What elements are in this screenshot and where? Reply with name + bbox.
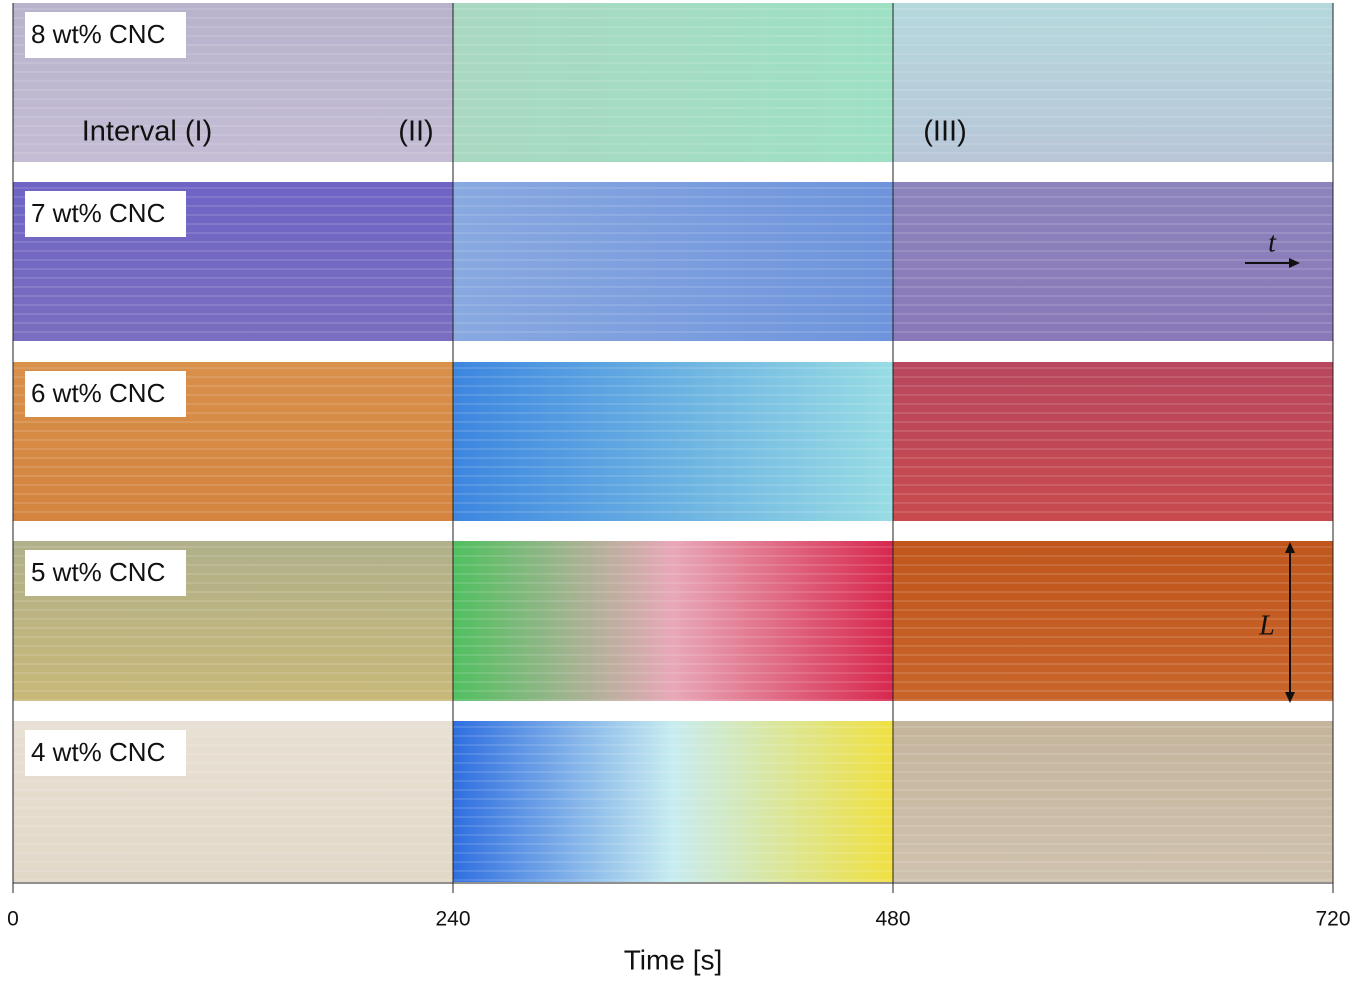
x-tick-label: 240 [435, 908, 470, 931]
panel-segment [893, 3, 1333, 162]
panel-label-box [25, 730, 186, 776]
annotation-t: t [1268, 227, 1277, 258]
panel-segment [453, 3, 893, 162]
panel-label-box [25, 191, 186, 237]
panel-label: 8 wt% CNC [31, 19, 165, 49]
interval-label: (III) [923, 116, 967, 148]
panel-label-box [25, 550, 186, 596]
interval-label: Interval (I) [82, 116, 213, 148]
x-tick-label: 480 [875, 908, 910, 931]
panel-label: 6 wt% CNC [31, 378, 165, 408]
panel-segment [893, 362, 1333, 521]
interval-label: (II) [398, 116, 433, 148]
panel-label: 7 wt% CNC [31, 198, 165, 228]
x-axis-title: Time [s] [624, 944, 723, 975]
panel-label: 5 wt% CNC [31, 557, 165, 587]
panel-segment [893, 721, 1333, 882]
panel-segment [453, 182, 893, 341]
x-tick-label: 720 [1315, 908, 1350, 931]
annotation-l: L [1258, 610, 1275, 641]
panel-label-box [25, 371, 186, 417]
panel-label: 4 wt% CNC [31, 737, 165, 767]
panel-segment [453, 541, 893, 701]
panel-segment [453, 721, 893, 882]
panel-segment [893, 182, 1333, 341]
panel-segment [893, 541, 1333, 701]
x-tick-label: 0 [7, 908, 19, 931]
panel-label-box [25, 12, 186, 58]
arrow-head [1289, 258, 1300, 268]
panel-segment [453, 362, 893, 521]
